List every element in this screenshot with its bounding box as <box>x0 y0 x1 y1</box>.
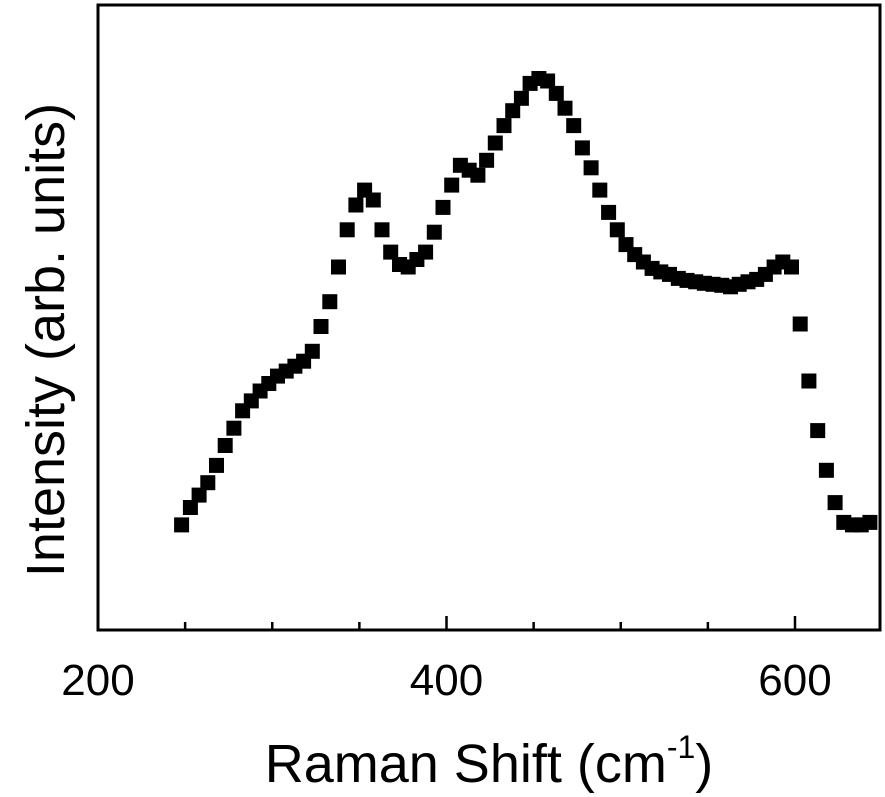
data-point <box>226 420 242 436</box>
data-series <box>174 71 878 533</box>
data-point <box>583 160 599 176</box>
data-point <box>827 495 843 511</box>
data-point <box>801 373 817 389</box>
x-axis-title-suffix: ) <box>695 734 713 794</box>
data-point <box>313 319 329 334</box>
y-axis-title: Intensity (arb. units) <box>16 103 76 577</box>
data-point <box>174 517 190 533</box>
plot-frame <box>96 3 882 632</box>
data-point <box>444 177 460 193</box>
data-point <box>592 182 608 198</box>
data-point <box>479 152 495 168</box>
data-point <box>548 85 564 101</box>
data-point <box>496 118 512 134</box>
data-point <box>574 140 590 156</box>
data-point <box>540 73 556 89</box>
data-point <box>505 103 521 119</box>
data-point <box>470 167 486 183</box>
data-point <box>322 294 338 310</box>
data-point <box>426 224 442 240</box>
data-point <box>862 514 878 530</box>
data-point <box>513 90 529 106</box>
data-point <box>810 423 826 439</box>
x-tick-label: 600 <box>758 656 831 705</box>
data-point <box>435 199 451 215</box>
data-point <box>557 100 573 116</box>
data-point <box>191 487 207 503</box>
x-axis-tick-labels: 200 400 600 <box>61 656 831 705</box>
data-point <box>209 457 224 473</box>
x-tick-label: 200 <box>61 656 134 705</box>
x-axis-ticks <box>96 616 797 630</box>
data-point <box>339 222 355 238</box>
data-point <box>566 118 582 134</box>
data-point <box>348 197 364 213</box>
data-point <box>374 222 390 238</box>
data-point <box>818 462 834 478</box>
data-point <box>487 135 503 151</box>
x-tick-label: 400 <box>410 656 483 705</box>
data-point <box>182 500 198 515</box>
data-point <box>609 222 625 238</box>
data-point <box>784 259 799 275</box>
data-point <box>331 259 346 275</box>
data-point <box>792 316 808 332</box>
data-point <box>304 343 320 359</box>
data-point <box>418 244 434 260</box>
data-point <box>200 475 216 491</box>
data-point <box>217 438 233 453</box>
data-point <box>383 244 399 260</box>
data-point <box>365 192 381 208</box>
data-point <box>601 204 617 220</box>
x-axis-title-superscript: -1 <box>667 729 695 765</box>
x-axis-title: Raman Shift (cm-1) <box>265 729 714 794</box>
